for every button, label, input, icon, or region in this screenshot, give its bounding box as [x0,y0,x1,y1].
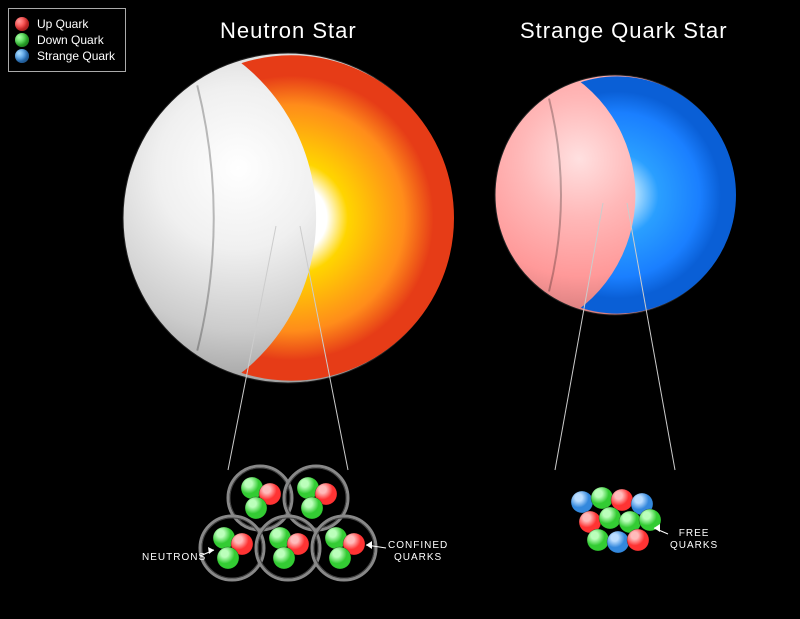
label-confined-quarks: CONFINED QUARKS [388,540,448,564]
diagram-canvas [0,0,800,619]
label-neutrons: NEUTRONS [142,552,206,564]
label-free-quarks: FREE QUARKS [670,528,718,552]
